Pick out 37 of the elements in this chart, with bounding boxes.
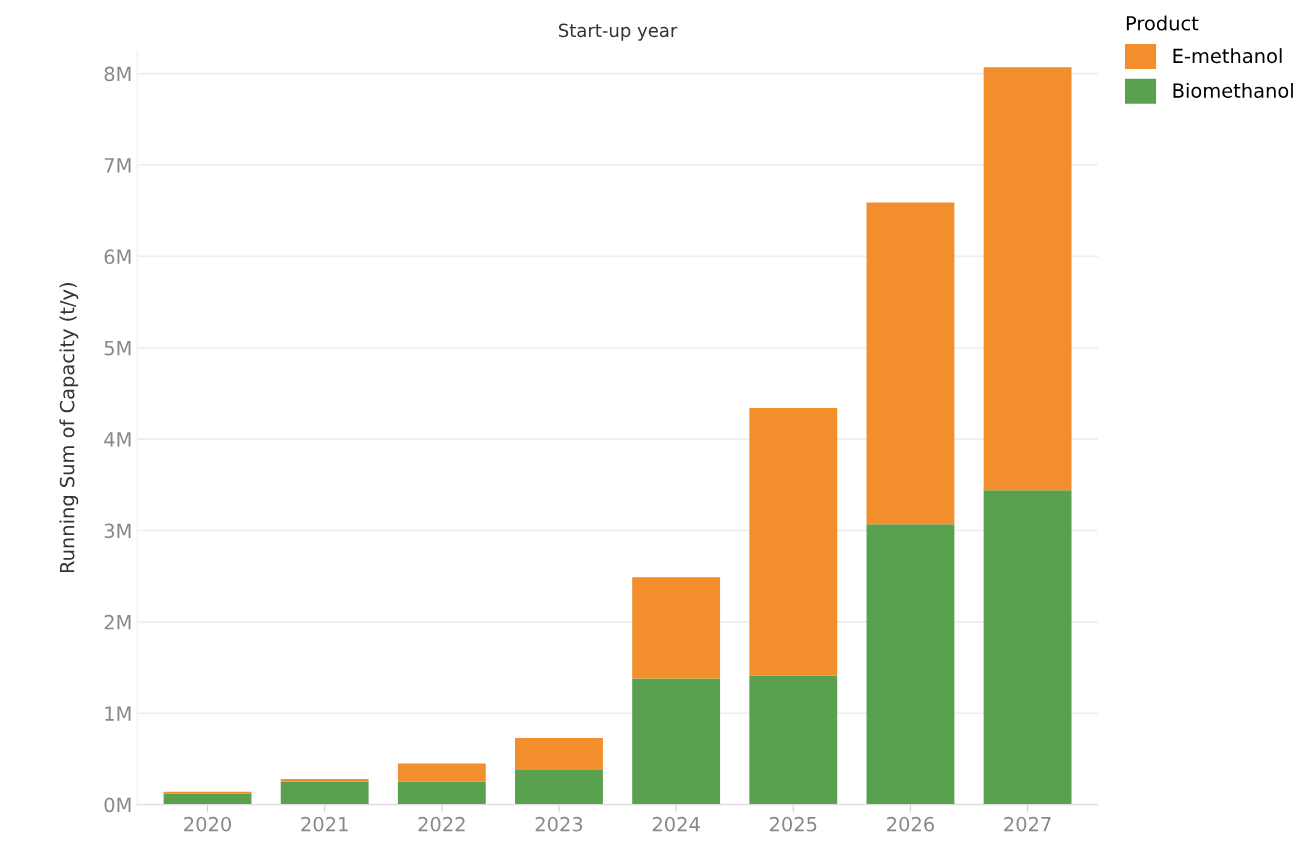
x-tick-label: 2023 [535,816,583,832]
legend-label: E-methanol [1173,48,1282,64]
x-tick-label: 2021 [301,816,348,832]
x-tick-label: 2025 [769,816,817,832]
y-tick-label: 2M [104,614,131,630]
y-axis-title: Running Sum of Capacity (t/y) [59,283,79,573]
y-tick-label: 5M [104,340,131,356]
bar [749,675,838,805]
bar [749,408,838,676]
bar [983,490,1072,805]
bar [280,781,369,805]
legend-title: Product [1126,15,1199,31]
x-tick-label: 2026 [887,816,934,832]
legend-label: Biomethanol [1173,82,1293,98]
bar [515,737,603,770]
x-tick-label: 2024 [652,816,700,832]
bar [280,779,369,782]
x-tick-label: 2022 [418,816,465,832]
bar [515,769,603,805]
y-tick-label: 8M [104,66,131,82]
bar [397,763,486,782]
y-tick-label: 7M [104,158,131,173]
y-tick-label: 1M [105,706,131,721]
bar [632,577,721,679]
bar [397,781,486,805]
bar [632,678,721,805]
x-tick-label: 2027 [1004,816,1051,832]
y-tick-label: 4M [104,432,131,447]
y-tick-label: 0M [104,797,131,813]
x-tick-label: 2020 [184,816,231,832]
bar [866,524,955,805]
x-axis-title: Start-up year [558,23,678,41]
bar [983,67,1072,491]
y-tick-label: 6M [104,249,131,265]
bar [866,202,955,525]
bar [163,793,252,805]
y-tick-label: 3M [104,523,131,539]
